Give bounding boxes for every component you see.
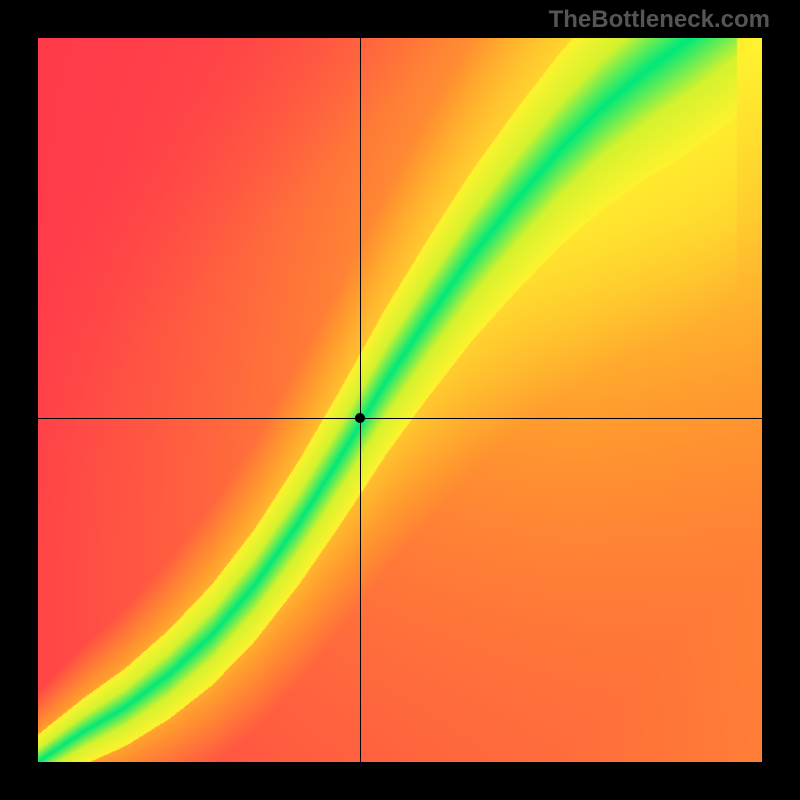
crosshair-horizontal — [38, 418, 762, 419]
watermark-text: TheBottleneck.com — [549, 6, 770, 34]
plot-frame — [38, 38, 762, 762]
heatmap-canvas — [38, 38, 762, 762]
marker-point — [355, 413, 365, 423]
chart-container: TheBottleneck.com — [0, 0, 800, 800]
crosshair-vertical — [360, 38, 361, 762]
